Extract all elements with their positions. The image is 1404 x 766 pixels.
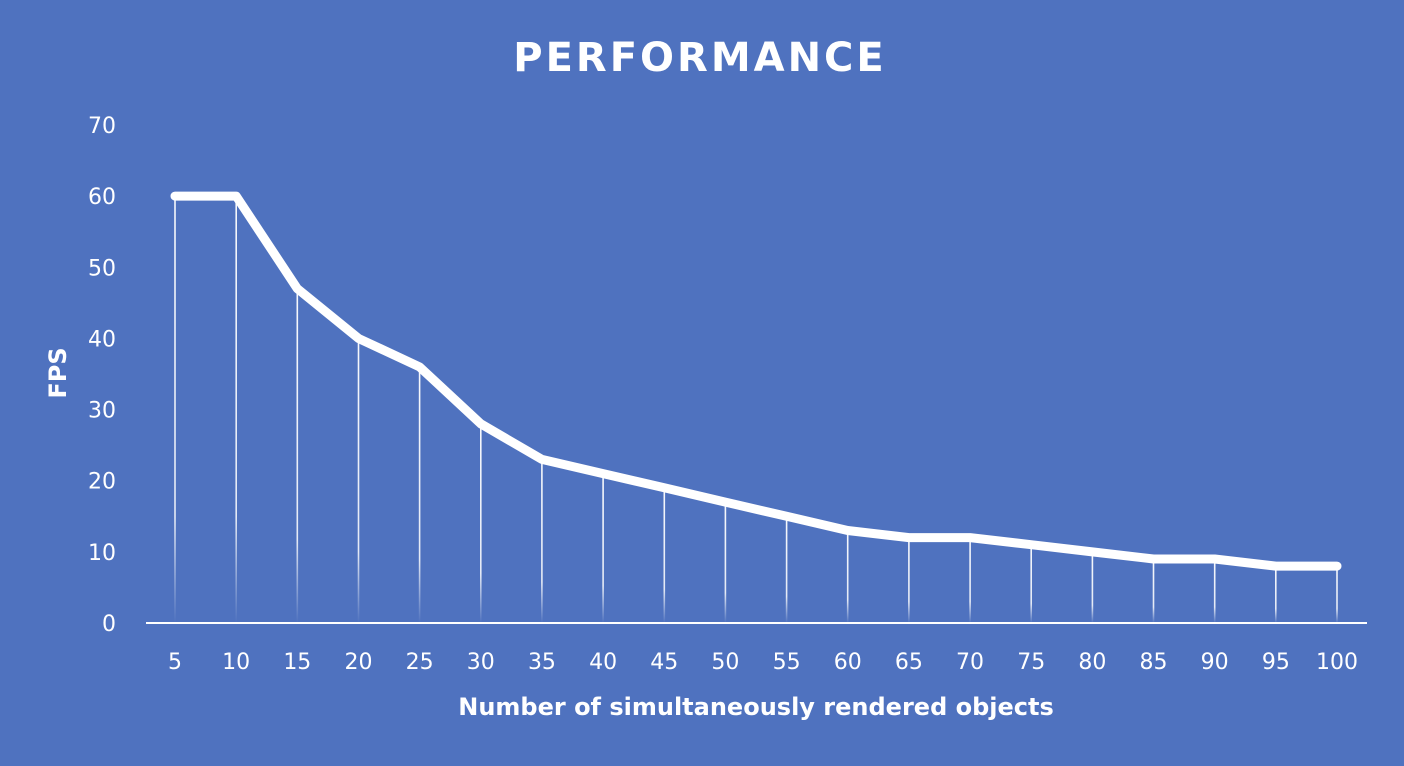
x-tick-label: 60 [834,650,862,675]
y-tick-label: 70 [88,114,116,139]
x-tick-label: 90 [1201,650,1229,675]
drop-lines [174,196,1338,623]
drop-line [357,338,360,623]
x-tick-label: 35 [528,650,556,675]
drop-line [1030,544,1032,623]
drop-line [296,288,299,623]
x-tick-label: 70 [956,650,984,675]
drop-line [541,459,543,623]
y-tick-label: 50 [88,256,116,281]
series-line [170,191,1342,571]
x-tick-label: 25 [406,650,434,675]
drop-line [1336,566,1338,623]
x-tick-label: 75 [1017,650,1045,675]
x-axis-title: Number of simultaneously rendered object… [458,693,1054,721]
x-tick-label: 5 [168,650,182,675]
drop-line [235,196,237,623]
x-tick-label: 10 [222,650,250,675]
x-axis-ticks: 5 10 15 20 25 30 35 40 45 50 55 60 65 70 75 80 85 90 95 100 [168,650,1358,675]
x-tick-label: 55 [773,650,801,675]
drop-line [1213,559,1216,623]
y-tick-label: 10 [88,541,116,566]
drop-line [663,487,666,623]
x-tick-label: 65 [895,650,923,675]
drop-line [1275,566,1277,623]
x-tick-label: 80 [1078,650,1106,675]
x-tick-label: 20 [344,650,372,675]
drop-line [724,502,727,623]
x-tick-label: 15 [283,650,311,675]
drop-line [480,423,482,623]
x-tick-label: 45 [650,650,678,675]
x-tick-label: 95 [1262,650,1290,675]
drop-line [785,516,788,623]
x-tick-label: 85 [1140,650,1168,675]
drop-line [908,537,910,623]
drop-line [846,530,849,623]
y-tick-label: 60 [88,185,116,210]
drop-line [174,196,176,623]
y-tick-label: 40 [88,327,116,352]
y-tick-label: 20 [88,470,116,495]
drop-line [1152,559,1155,623]
x-tick-label: 40 [589,650,617,675]
y-tick-label: 30 [88,399,116,424]
y-axis-title: FPS [44,347,72,398]
drop-line [1091,551,1094,623]
drop-line [602,473,604,623]
x-tick-label: 50 [711,650,739,675]
chart-title: PERFORMANCE [513,35,887,81]
x-tick-label: 30 [467,650,495,675]
x-tick-label: 100 [1316,650,1358,675]
y-tick-label: 0 [102,612,116,637]
drop-line [969,537,971,623]
y-axis-ticks: 0 10 20 30 40 50 60 70 [88,114,116,637]
drop-line [418,366,421,623]
